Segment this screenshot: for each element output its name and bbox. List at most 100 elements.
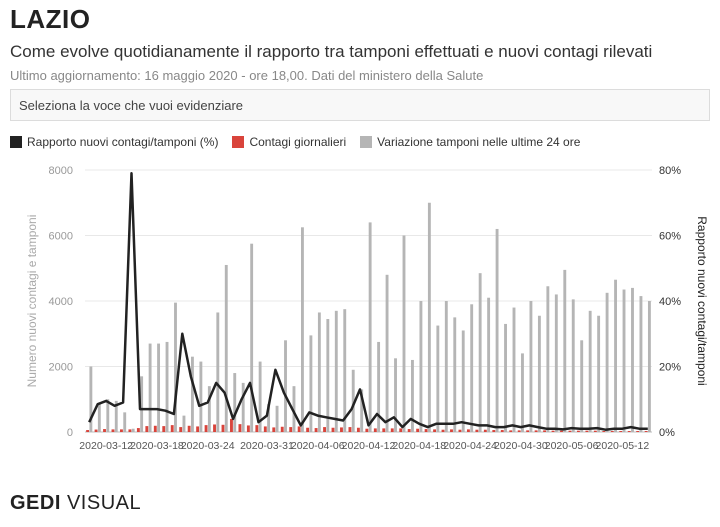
bar-tests (300, 227, 304, 432)
bar-daily-cases (585, 430, 589, 432)
bar-daily-cases (246, 425, 250, 432)
bar-daily-cases (390, 428, 394, 432)
legend-swatch-ratio (10, 136, 22, 148)
bar-daily-cases (280, 426, 284, 432)
bar-tests (157, 343, 161, 432)
legend-item-daily-cases[interactable]: Contagi giornalieri (232, 135, 346, 149)
bar-tests (402, 235, 406, 432)
bar-tests (444, 301, 448, 432)
bar-tests (639, 296, 643, 432)
bar-daily-cases (407, 429, 411, 432)
bar-tests (309, 335, 313, 432)
bar-tests (360, 389, 364, 432)
bar-tests (140, 376, 144, 432)
bar-tests (343, 309, 347, 432)
bar-daily-cases (348, 427, 352, 432)
y-right-axis-title: Rapporto nuovi contagi/tamponi (695, 216, 709, 385)
bar-daily-cases (593, 430, 597, 432)
bar-tests (326, 319, 330, 432)
bar-daily-cases (86, 430, 90, 432)
bar-daily-cases (466, 429, 470, 432)
series-selector[interactable]: Seleziona la voce che vuoi evidenziare (10, 89, 710, 121)
bar-tests (419, 301, 423, 432)
legend-swatch-daily-cases (232, 136, 245, 148)
bar-tests (385, 274, 389, 432)
bar-tests (131, 428, 135, 432)
bar-daily-cases (560, 430, 563, 432)
bar-tests (207, 386, 211, 432)
bar-tests (106, 399, 110, 432)
bar-daily-cases (331, 427, 335, 432)
bar-tests (377, 341, 381, 432)
bar-tests (537, 315, 541, 432)
bar-tests (647, 301, 651, 432)
bar-tests (495, 228, 499, 432)
bar-daily-cases (272, 427, 276, 432)
bar-tests (148, 343, 152, 432)
bar-tests (478, 273, 482, 432)
legend-item-tests[interactable]: Variazione tamponi nelle ultime 24 ore (360, 135, 580, 149)
legend-label-tests: Variazione tamponi nelle ultime 24 ore (377, 135, 581, 149)
bar-daily-cases (187, 425, 191, 432)
bar-tests (588, 310, 592, 432)
bar-tests (487, 297, 491, 432)
bar-daily-cases (94, 429, 98, 432)
y-right-tick-label: 20% (659, 362, 681, 374)
bar-daily-cases (416, 428, 420, 432)
bar-tests (427, 202, 431, 432)
bar-tests (351, 369, 355, 432)
bar-daily-cases (373, 428, 377, 432)
x-tick-label: 2020-05-12 (596, 440, 650, 452)
bar-tests (563, 269, 567, 432)
bar-daily-cases (128, 429, 132, 432)
bar-daily-cases (145, 426, 149, 432)
bar-daily-cases (179, 427, 183, 432)
bar-daily-cases (170, 425, 174, 432)
bar-tests (622, 289, 626, 432)
bar-tests (461, 330, 465, 432)
legend-swatch-tests (360, 136, 373, 148)
y-left-axis-title: Numero nuovi contagi e tamponi (25, 215, 39, 388)
x-tick-label: 2020-04-12 (342, 440, 396, 452)
bar-tests (114, 400, 118, 432)
bar-daily-cases (103, 429, 106, 432)
bar-daily-cases (314, 428, 318, 432)
bar-daily-cases (534, 430, 538, 432)
chart-subtitle: Come evolve quotidianamente il rapporto … (10, 42, 653, 61)
bar-tests (224, 264, 228, 432)
bar-daily-cases (636, 431, 640, 432)
bar-tests (317, 312, 321, 432)
bar-tests (275, 405, 279, 432)
bar-daily-cases (543, 430, 547, 432)
y-left-tick-label: 2000 (49, 362, 73, 374)
legend-item-ratio[interactable]: Rapporto nuovi contagi/tamponi (%) (10, 135, 218, 149)
y-right-tick-label: 40% (659, 296, 681, 308)
bar-tests (89, 366, 93, 432)
bar-daily-cases (365, 428, 369, 432)
x-tick-label: 2020-04-30 (494, 440, 548, 452)
x-tick-label: 2020-05-06 (545, 440, 599, 452)
bar-tests (529, 301, 533, 432)
bar-daily-cases (509, 430, 513, 432)
bar-daily-cases (458, 429, 462, 432)
bar-tests (368, 222, 372, 432)
bar-tests (190, 356, 194, 432)
bar-daily-cases (221, 424, 225, 432)
x-tick-label: 2020-03-31 (240, 440, 294, 452)
bar-daily-cases (500, 430, 504, 432)
y-right-tick-label: 60% (659, 231, 681, 243)
bar-tests (580, 340, 584, 432)
bar-daily-cases (441, 429, 445, 432)
bar-daily-cases (263, 426, 267, 432)
bar-daily-cases (196, 426, 200, 432)
bar-daily-cases (213, 424, 216, 432)
x-tick-label: 2020-04-06 (291, 440, 345, 452)
bar-tests (411, 359, 414, 432)
bar-daily-cases (551, 430, 555, 432)
y-left-tick-label: 8000 (49, 165, 73, 177)
bar-daily-cases (610, 431, 614, 432)
legend-label-ratio: Rapporto nuovi contagi/tamponi (%) (27, 135, 219, 149)
y-left-tick-label: 4000 (49, 296, 73, 308)
bar-tests (165, 341, 169, 432)
bar-daily-cases (492, 430, 496, 432)
